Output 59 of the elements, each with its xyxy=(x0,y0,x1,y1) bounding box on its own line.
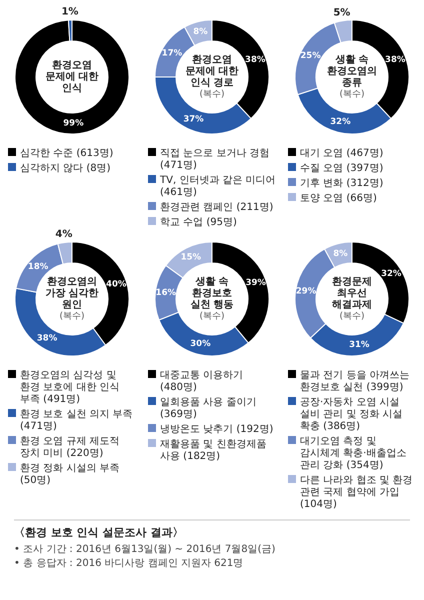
text: (복수) xyxy=(59,311,85,322)
legend-label: 환경 정화 시설의 부족 (50명) xyxy=(20,463,120,486)
data-label: 32% xyxy=(381,269,402,280)
legend-label: 재활용품 및 친환경제품 사용 (182명) xyxy=(160,439,266,462)
text: 환경문제 최우선 해결과제 xyxy=(332,276,372,310)
text: 생활 속 환경보호 실천 행동 xyxy=(190,276,234,310)
text: (복수) xyxy=(339,311,365,322)
legend-label: 일회용품 사용 줄이기 (369명) xyxy=(160,397,256,420)
data-label: 1% xyxy=(61,6,78,18)
text: (복수) xyxy=(199,89,225,100)
text: (복수) xyxy=(339,89,365,100)
text: 환경오염의 가장 심각한 원인 xyxy=(45,276,99,310)
text: • 총 응답자 : 2016 바디사랑 캠페인 지원자 621명 xyxy=(14,558,244,569)
data-label: 38% xyxy=(36,333,58,344)
legend-label: 환경오염의 심각성 및 환경 보호에 대한 인식 부족 (491명) xyxy=(20,370,120,405)
data-label: 15% xyxy=(180,252,202,263)
data-label: 38% xyxy=(385,54,406,65)
legend-label: 토양 오염 (66명) xyxy=(300,193,377,204)
legend-label: 기후 변화 (312명) xyxy=(300,178,384,189)
legend-label: 냉방온도 낮추기 (192명) xyxy=(160,424,274,435)
data-label: 99% xyxy=(63,118,84,128)
legend-label: 대중교통 이용하기 (480명) xyxy=(160,370,244,393)
legend-label: 심각한 수준 (613명) xyxy=(20,148,114,159)
legend-label: 환경관련 캠페인 (211명) xyxy=(160,202,274,213)
legend-label: 학교 수업 (95명) xyxy=(160,217,237,228)
legend-label: 환경 오염 규제 제도적 장치 미비 (220명) xyxy=(20,436,120,459)
data-label: 39% xyxy=(246,278,266,288)
text: 생활 속 환경오염의 종류 xyxy=(327,54,377,88)
data-label: 16% xyxy=(156,288,177,298)
data-label: 5% xyxy=(333,7,350,18)
data-label: 25% xyxy=(300,50,322,61)
data-label: 40% xyxy=(106,280,127,290)
legend-label: 심각하지 않다 (8명) xyxy=(20,163,111,174)
legend-label: 공장·자동차 오염 시설 설비 관리 및 정화 시설 확충 (386명) xyxy=(300,397,403,432)
legend-label: 물과 전기 등을 아껴쓰는 환경보호 실천 (399명) xyxy=(300,370,410,393)
legend-label: 대기오염 측정 및 감시체계 확충·배출업소 관리 강화 (354명) xyxy=(300,436,406,471)
data-label: 31% xyxy=(349,340,370,350)
legend-label: 다른 나라와 협조 및 환경 관련 국제 협약에 가입 (104명) xyxy=(300,475,413,510)
data-label: 8% xyxy=(333,248,348,259)
data-label: 17% xyxy=(162,48,183,58)
data-label: 30% xyxy=(190,339,212,350)
text: 환경오염 문제에 대한 인식 경로 xyxy=(185,54,239,88)
data-label: 18% xyxy=(28,262,49,272)
data-label: 32% xyxy=(330,117,352,128)
donut-slice xyxy=(14,20,130,134)
data-label: 37% xyxy=(183,114,204,125)
text: (복수) xyxy=(199,311,225,322)
text: • 조사 기간 : 2016년 6월13일(월) ~ 2016년 7월8일(금) xyxy=(14,544,276,555)
legend-label: TV, 인터넷과 같은 미디어 (461명) xyxy=(159,175,276,198)
legend-label: 수질 오염 (397명) xyxy=(300,163,384,174)
text: 환경오염 문제에 대한 인식 xyxy=(45,60,99,94)
text: 〈환경 보호 인식 설문조사 결과〉 xyxy=(14,526,184,539)
data-label: 38% xyxy=(245,54,266,65)
data-label: 4% xyxy=(55,229,72,240)
legend-label: 환경 보호 실천 의지 부족 (471명) xyxy=(20,409,133,432)
legend-label: 대기 오염 (467명) xyxy=(300,148,384,159)
data-label: 29% xyxy=(296,286,317,297)
legend-label: 직접 눈으로 보거나 경험 (471명) xyxy=(160,148,270,171)
data-label: 8% xyxy=(193,26,208,37)
